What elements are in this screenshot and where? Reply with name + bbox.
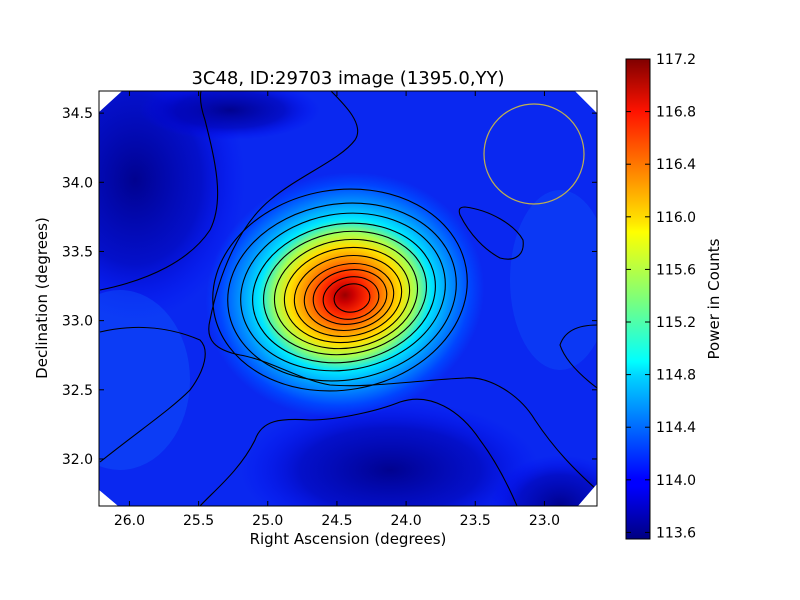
x-tick-label: 26.0 — [114, 513, 145, 529]
colorbar-tick-label: 114.4 — [656, 420, 696, 436]
y-axis-label: Declination (degrees) — [33, 217, 51, 379]
x-tick-label: 23.5 — [460, 513, 491, 529]
y-tick-label: 34.5 — [62, 106, 93, 122]
y-tick-label: 32.0 — [62, 452, 93, 468]
x-axis-ticks: 26.0 25.5 25.0 24.5 24.0 23.5 23.0 — [114, 91, 560, 529]
colorbar-tick-label: 116.4 — [656, 157, 696, 173]
colorbar-tick-label: 114.0 — [656, 473, 696, 489]
colorbar-tick-label: 116.8 — [656, 105, 696, 121]
y-axis-ticks: 32.0 32.5 33.0 33.5 34.0 34.5 — [62, 106, 597, 468]
plot-frame — [98, 90, 598, 507]
x-tick-label: 25.5 — [183, 513, 214, 529]
heatmap-image — [99, 91, 597, 506]
colorbar-tick-label: 115.6 — [656, 262, 696, 278]
colorbar-tick-label: 117.2 — [656, 52, 696, 68]
colorbar-ticks: 113.6 114.0 114.4 114.8 115.2 115.6 116.0 116.4… — [626, 52, 696, 541]
contour-lines — [99, 91, 597, 506]
colorbar-tick-label: 114.8 — [656, 368, 696, 384]
colorbar-label: Power in Counts — [705, 238, 723, 359]
y-tick-label: 33.0 — [62, 314, 93, 330]
x-axis-label: Right Ascension (degrees) — [250, 530, 447, 548]
x-tick-label: 23.0 — [529, 513, 560, 529]
colorbar-tick-label: 115.2 — [656, 315, 696, 331]
x-tick-label: 24.0 — [391, 513, 422, 529]
chart-title: 3C48, ID:29703 image (1395.0,YY) — [191, 68, 504, 89]
y-tick-label: 33.5 — [62, 244, 93, 260]
x-tick-label: 24.5 — [321, 513, 352, 529]
colorbar-tick-label: 116.0 — [656, 210, 696, 226]
colorbar — [625, 58, 651, 540]
colorbar-tick-label: 113.6 — [656, 525, 696, 541]
beam-circle — [483, 103, 585, 205]
y-tick-label: 32.5 — [62, 383, 93, 399]
y-tick-label: 34.0 — [62, 175, 93, 191]
x-tick-label: 25.0 — [252, 513, 283, 529]
